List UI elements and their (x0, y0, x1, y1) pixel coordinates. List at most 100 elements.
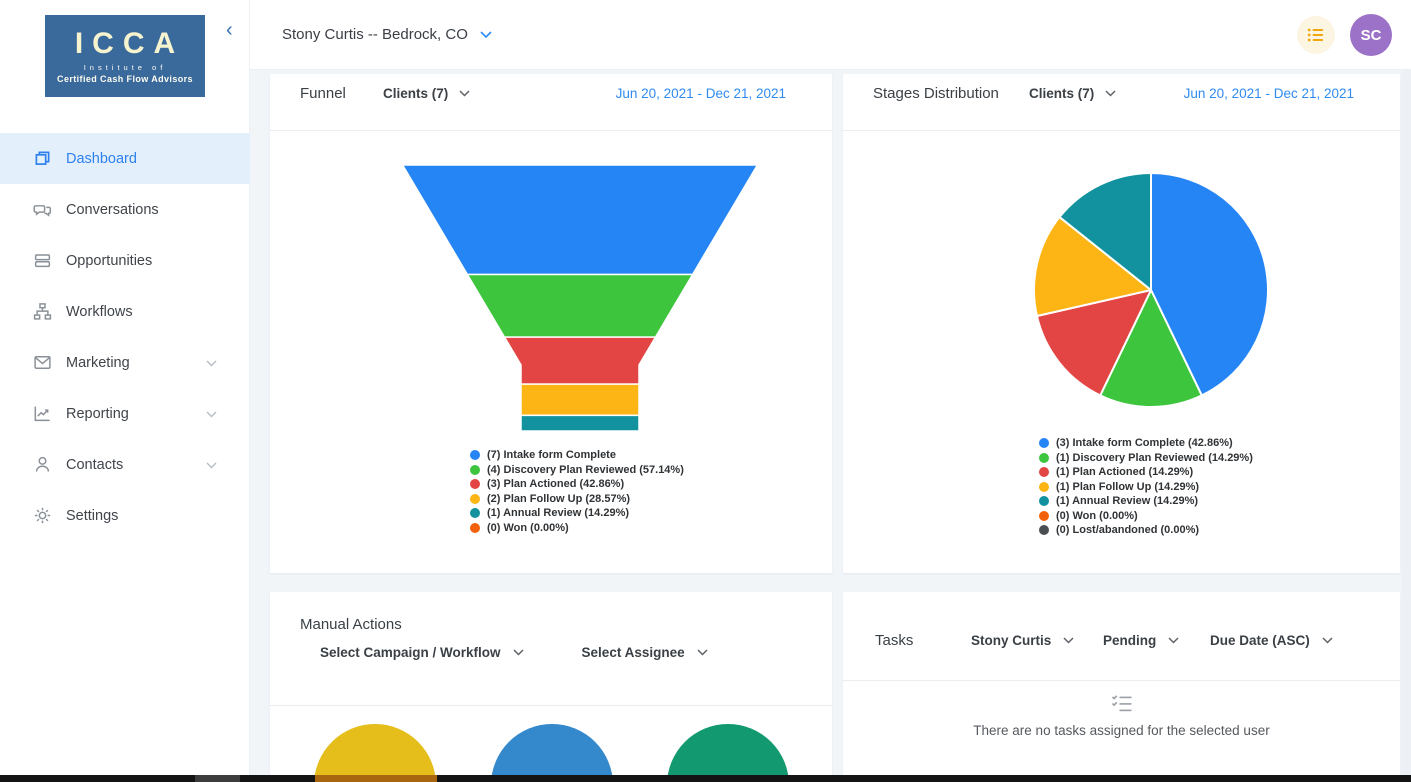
pie-slice-plan-actioned[interactable] (1035, 289, 1152, 397)
sidebar-item-workflows[interactable]: Workflows (0, 286, 250, 337)
funnel-stage-annual-review[interactable] (520, 414, 640, 432)
funnel-clients-dropdown-label: Clients (7) (383, 86, 449, 101)
sidebar-collapse-icon[interactable]: ‹ (226, 19, 233, 41)
legend-dot (470, 479, 480, 490)
taskbar-edge (0, 775, 1411, 782)
legend-dot (1039, 481, 1049, 492)
funnel-date-range[interactable]: Jun 20, 2021 - Dec 21, 2021 (615, 86, 786, 101)
chevron-down-icon (206, 355, 217, 371)
funnel-legend: (7) Intake form Complete (4) Discovery Pl… (470, 448, 684, 535)
tasks-empty-state: There are no tasks assigned for the sele… (843, 694, 1400, 738)
sidebar-item-reporting[interactable]: Reporting (0, 388, 250, 439)
campaign-workflow-dropdown-label: Select Campaign / Workflow (320, 645, 501, 660)
dashboard-content: Funnel Clients (7) Jun 20, 2021 - Dec 21… (250, 70, 1411, 782)
sidebar: ICCA Institute of Certified Cash Flow Ad… (0, 0, 250, 782)
assignee-dropdown-label: Select Assignee (581, 645, 685, 660)
tasks-status-dropdown-label: Pending (1103, 633, 1157, 648)
assignee-dropdown[interactable]: Select Assignee (582, 645, 708, 660)
funnel-clients-dropdown[interactable]: Clients (7) (383, 86, 470, 101)
stages-date-range[interactable]: Jun 20, 2021 - Dec 21, 2021 (1183, 86, 1354, 101)
legend-item[interactable]: (2) Plan Follow Up (28.57%) (470, 492, 684, 507)
legend-label: (0) Won (0.00%) (1056, 509, 1138, 522)
legend-item[interactable]: (4) Discovery Plan Reviewed (57.14%) (470, 463, 684, 478)
stages-distribution-card: Stages Distribution Clients (7) Jun 20, … (843, 74, 1400, 573)
pie-chart (1032, 172, 1269, 408)
chevron-down-icon (1322, 637, 1333, 644)
stages-clients-dropdown[interactable]: Clients (7) (1029, 86, 1116, 101)
legend-item[interactable]: (3) Plan Actioned (42.86%) (470, 477, 684, 492)
company-logo: ICCA Institute of Certified Cash Flow Ad… (45, 15, 205, 97)
manual-action-stat-circle (667, 724, 789, 775)
legend-label: (2) Plan Follow Up (28.57%) (487, 492, 631, 505)
location-switcher[interactable]: Stony Curtis -- Bedrock, CO (282, 26, 492, 43)
chevron-down-icon (513, 649, 524, 656)
manual-actions-stats (270, 592, 832, 775)
pie-slice-plan-follow-up[interactable] (1032, 216, 1152, 318)
tasks-sort-dropdown[interactable]: Due Date (ASC) (1210, 633, 1333, 648)
legend-dot (1039, 525, 1049, 536)
legend-item[interactable]: (1) Annual Review (14.29%) (470, 506, 684, 521)
chevron-down-icon (206, 406, 217, 422)
legend-item[interactable]: (1) Discovery Plan Reviewed (14.29%) (1039, 451, 1253, 466)
sidebar-item-settings[interactable]: Settings (0, 490, 250, 541)
legend-item[interactable]: (0) Won (0.00%) (470, 521, 684, 536)
list-icon (1307, 28, 1324, 42)
workflows-icon (33, 302, 52, 321)
sidebar-item-opportunities[interactable]: Opportunities (0, 235, 250, 286)
sidebar-item-label: Workflows (66, 303, 133, 320)
legend-item[interactable]: (1) Plan Follow Up (14.29%) (1039, 480, 1253, 495)
chevron-down-icon (480, 30, 492, 38)
user-avatar[interactable]: SC (1350, 14, 1392, 56)
tasks-user-dropdown[interactable]: Stony Curtis (971, 633, 1074, 648)
chevron-down-icon (1105, 90, 1116, 97)
topbar: Stony Curtis -- Bedrock, CO SC (250, 0, 1411, 70)
manual-actions-card: Manual Actions Select Campaign / Workflo… (270, 592, 832, 775)
chevron-down-icon (1168, 637, 1179, 644)
sidebar-item-conversations[interactable]: Conversations (0, 184, 250, 235)
chevron-down-icon (1063, 637, 1074, 644)
tasks-sort-dropdown-label: Due Date (ASC) (1210, 633, 1310, 648)
legend-item[interactable]: (0) Won (0.00%) (1039, 509, 1253, 524)
sidebar-item-contacts[interactable]: Contacts (0, 439, 250, 490)
scrollbar-track[interactable] (1402, 70, 1411, 782)
legend-item[interactable]: (1) Annual Review (14.29%) (1039, 494, 1253, 509)
funnel-stage-plan-actioned[interactable] (503, 336, 657, 385)
legend-dot (1039, 467, 1049, 478)
manual-action-stat-circle (314, 724, 436, 775)
legend-label: (1) Plan Actioned (14.29%) (1056, 466, 1194, 479)
sidebar-item-label: Dashboard (66, 150, 137, 167)
divider (270, 705, 832, 706)
pie-slice-annual-review[interactable] (1058, 172, 1152, 291)
funnel-stage-discovery-plan-reviewed[interactable] (466, 273, 694, 338)
legend-label: (3) Intake form Complete (42.86%) (1056, 437, 1233, 450)
pie-legend: (3) Intake form Complete (42.86%) (1) Dis… (1039, 436, 1253, 538)
sidebar-item-label: Contacts (66, 456, 124, 473)
funnel-stage-intake-form-complete[interactable] (401, 164, 759, 276)
legend-dot (1039, 438, 1049, 449)
sidebar-item-dashboard[interactable]: Dashboard (0, 133, 250, 184)
legend-dot (1039, 452, 1049, 463)
legend-label: (1) Annual Review (14.29%) (487, 507, 630, 520)
legend-item[interactable]: (7) Intake form Complete (470, 448, 684, 463)
legend-dot (470, 464, 480, 475)
stages-clients-dropdown-label: Clients (7) (1029, 86, 1095, 101)
activity-list-button[interactable] (1297, 16, 1335, 54)
tasks-header: Tasks Stony Curtis Pending Due Date (ASC… (843, 592, 1400, 681)
legend-dot (470, 508, 480, 519)
legend-label: (0) Lost/abandoned (0.00%) (1056, 524, 1200, 537)
legend-label: (3) Plan Actioned (42.86%) (487, 478, 625, 491)
pie-slice-intake-form-complete[interactable] (1150, 172, 1269, 397)
settings-icon (33, 506, 52, 525)
legend-label: (1) Discovery Plan Reviewed (14.29%) (1056, 451, 1253, 464)
legend-item[interactable]: (0) Lost/abandoned (0.00%) (1039, 523, 1253, 538)
legend-dot (1039, 496, 1049, 507)
sidebar-item-label: Reporting (66, 405, 129, 422)
legend-item[interactable]: (1) Plan Actioned (14.29%) (1039, 465, 1253, 480)
legend-item[interactable]: (3) Intake form Complete (42.86%) (1039, 436, 1253, 451)
tasks-status-dropdown[interactable]: Pending (1103, 633, 1179, 648)
funnel-stage-plan-follow-up[interactable] (520, 383, 640, 417)
checklist-icon (1111, 694, 1133, 717)
pie-slice-discovery-plan-reviewed[interactable] (1099, 289, 1203, 408)
sidebar-item-marketing[interactable]: Marketing (0, 337, 250, 388)
campaign-workflow-dropdown[interactable]: Select Campaign / Workflow (320, 645, 524, 660)
